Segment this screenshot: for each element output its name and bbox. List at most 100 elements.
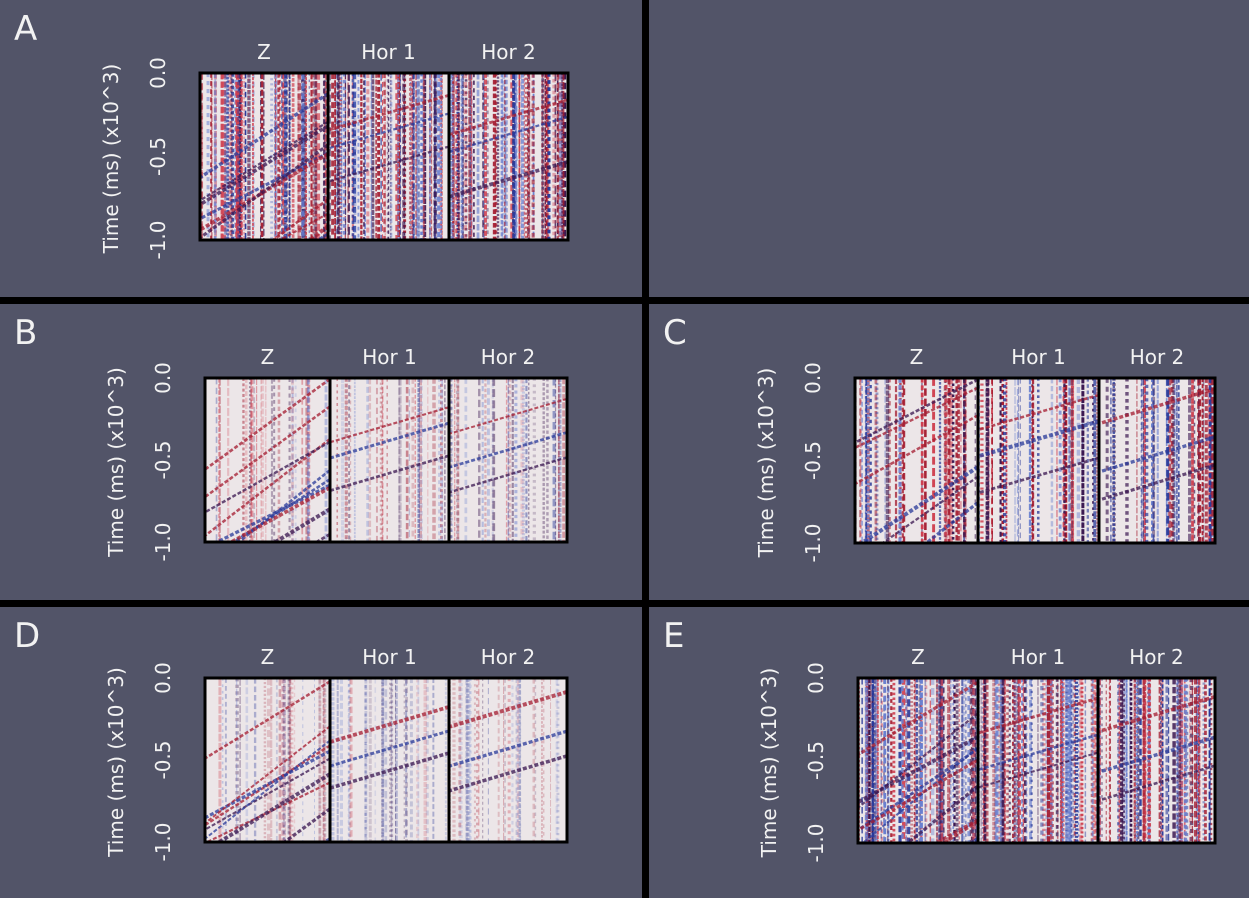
panel-letter: A	[14, 9, 37, 49]
column-label: Hor 1	[362, 645, 417, 669]
arrival	[449, 115, 568, 153]
column-label: Z	[261, 345, 275, 369]
y-tick-label: -0.5	[801, 441, 825, 480]
seismic-image	[449, 73, 568, 240]
arrival	[200, 120, 328, 202]
y-tick-label: 0.0	[801, 362, 825, 394]
y-tick-label: -1.0	[146, 220, 170, 259]
arrival	[858, 758, 978, 832]
panel-letter: C	[663, 313, 687, 353]
column-label: Hor 1	[361, 40, 416, 64]
arrival	[978, 393, 1099, 432]
arrival	[200, 143, 328, 240]
column-label: Hor 2	[481, 40, 536, 64]
column-label: Z	[911, 645, 925, 669]
panel: E Time (ms) (x10^3) 0.0 -0.5 -1.0 Z Hor 1 Hor 2	[649, 607, 1249, 898]
arrival	[330, 751, 449, 790]
arrival	[328, 93, 449, 132]
arrival	[905, 784, 978, 843]
image-border	[853, 376, 1217, 545]
image-border	[203, 676, 569, 844]
panel: D Time (ms) (x10^3) 0.0 -0.5 -1.0 Z Hor 1 Hor 2	[0, 607, 642, 898]
arrival	[1098, 764, 1215, 802]
arrival	[449, 689, 567, 729]
arrival	[330, 729, 449, 768]
arrival	[205, 405, 330, 498]
arrival	[1098, 694, 1215, 734]
arrival	[330, 705, 449, 744]
arrival	[330, 421, 449, 460]
column-label: Z	[261, 645, 275, 669]
arrival	[858, 734, 978, 804]
arrival	[278, 212, 328, 240]
y-tick-label: -1.0	[151, 522, 175, 561]
empty-panel	[649, 0, 1249, 297]
y-axis-label: Time (ms) (x10^3)	[99, 64, 123, 255]
arrival	[281, 807, 330, 842]
seismic-image	[855, 378, 978, 543]
y-tick-label: -1.0	[804, 823, 828, 862]
arrival	[449, 456, 567, 494]
arrival	[205, 725, 330, 824]
arrival	[880, 475, 978, 543]
arrival	[330, 406, 449, 444]
column-label: Hor 2	[481, 645, 536, 669]
seismic-image	[449, 678, 567, 842]
column-label: Z	[257, 40, 271, 64]
panel: C Time (ms) (x10^3) 0.0 -0.5 -1.0 Z Hor 1 Hor 2	[649, 304, 1249, 600]
y-tick-label: 0.0	[146, 57, 170, 89]
image-background	[330, 378, 449, 542]
seismic-image	[1098, 678, 1215, 843]
arrival	[213, 483, 330, 542]
arrival	[205, 680, 330, 760]
arrival	[270, 198, 328, 240]
arrival	[449, 159, 568, 199]
y-axis-label: Time (ms) (x10^3)	[104, 367, 128, 558]
arrival	[215, 772, 330, 842]
seismic-image	[200, 73, 328, 240]
seismic-image	[205, 678, 330, 842]
seismic-image	[1099, 378, 1215, 543]
column-label: Hor 1	[1011, 345, 1066, 369]
arrival	[978, 456, 1099, 495]
arrival	[328, 112, 449, 150]
arrival	[861, 746, 978, 843]
seismic-image	[449, 378, 567, 542]
arrival	[449, 754, 567, 793]
panel-letter: D	[14, 616, 40, 656]
column-label: Hor 1	[1011, 645, 1066, 669]
y-tick-label: -0.5	[146, 137, 170, 176]
y-tick-label: 0.0	[151, 362, 175, 394]
arrival	[449, 98, 568, 137]
arrival	[205, 739, 330, 840]
image-background	[205, 378, 330, 542]
image-border	[856, 676, 1217, 845]
arrival	[858, 747, 978, 832]
column-label: Hor 2	[481, 345, 536, 369]
y-tick-label: -0.5	[151, 740, 175, 779]
arrival	[271, 507, 330, 542]
seismic-image	[978, 678, 1098, 843]
arrival	[205, 438, 330, 537]
arrival	[1098, 735, 1215, 774]
arrival	[205, 744, 330, 827]
arrival	[978, 419, 1099, 459]
seismic-image	[330, 378, 449, 542]
arrival	[200, 124, 328, 207]
arrival	[855, 414, 978, 486]
arrival	[200, 92, 328, 180]
seismic-image	[978, 378, 1099, 543]
column-label: Hor 1	[362, 345, 417, 369]
arrival	[923, 501, 978, 543]
arrival	[1099, 387, 1215, 426]
y-axis-label: Time (ms) (x10^3)	[104, 667, 128, 858]
arrival	[328, 145, 449, 183]
seismic-image	[330, 678, 449, 842]
panel: A Time (ms) (x10^3) 0.0 -0.5 -1.0 Z Hor 1 Hor 2	[0, 0, 642, 297]
panel-letter: E	[663, 616, 684, 656]
arrival	[205, 378, 330, 471]
y-axis-label: Time (ms) (x10^3)	[754, 368, 778, 559]
arrival	[978, 751, 1098, 789]
arrival	[855, 378, 978, 444]
arrival	[858, 680, 978, 757]
